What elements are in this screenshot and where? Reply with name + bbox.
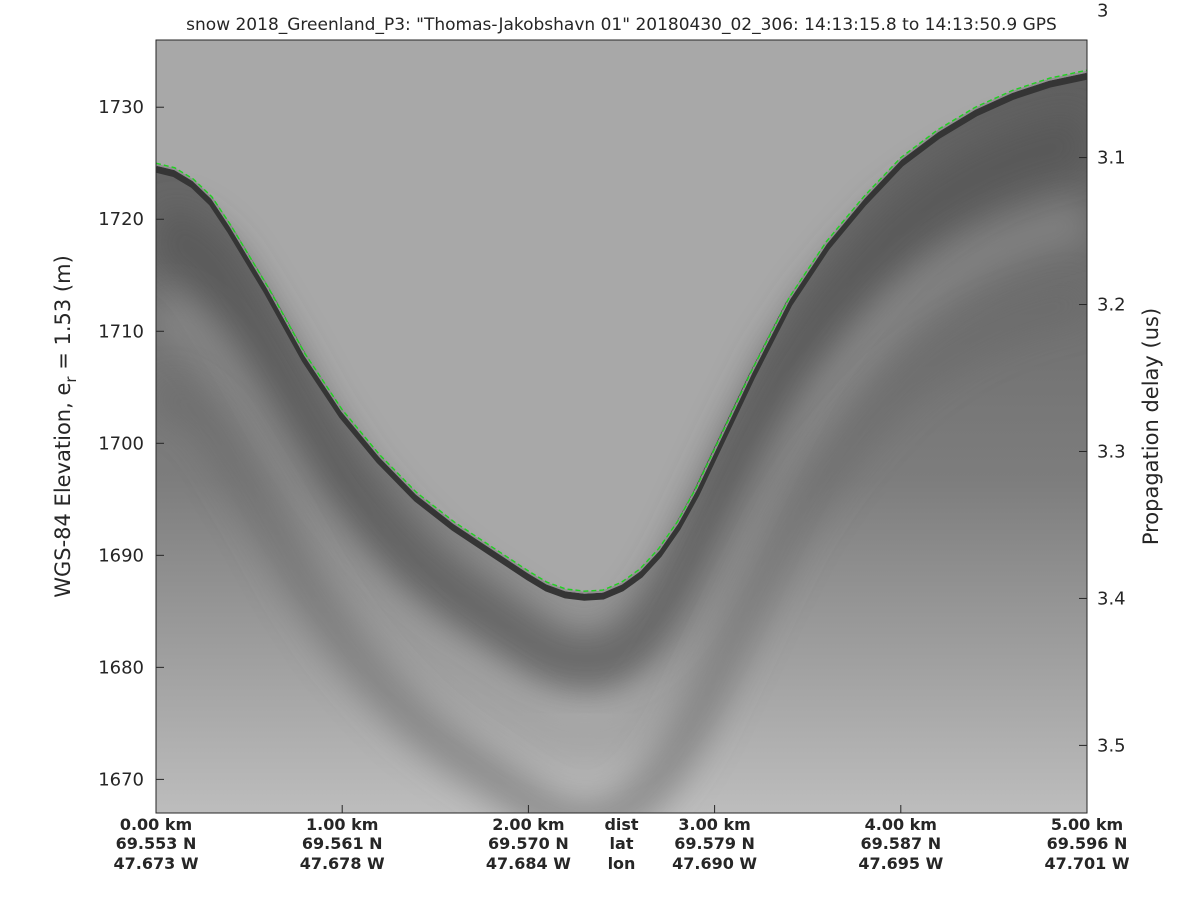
right-tick-label: 3.4 <box>1097 588 1126 609</box>
subsurface-layer-light <box>156 197 1087 765</box>
left-axis-label-subscript: r <box>62 376 80 383</box>
bottom-tick-label-lat: 69.561 N <box>302 834 383 853</box>
bottom-tick-label-lon: 47.678 W <box>300 854 385 873</box>
bottom-tick-label-dist: 4.00 km <box>865 815 937 834</box>
right-axis-label: Propagation delay (us) <box>1139 308 1163 545</box>
right-tick-label: 3.1 <box>1097 148 1126 169</box>
left-tick-label: 1680 <box>98 657 144 678</box>
surface-pick-line <box>156 69 1087 592</box>
bottom-tick-label-dist: 3.00 km <box>678 815 750 834</box>
surface-return-bright <box>156 70 1087 594</box>
left-tick-label: 1690 <box>98 545 144 566</box>
left-axis-label: WGS-84 Elevation, er = 1.53 (m) <box>51 255 80 598</box>
deep-layer-band <box>156 280 1087 813</box>
right-tick-label: 3 <box>1097 1 1108 22</box>
bottom-tick-label-lat: 69.570 N <box>488 834 569 853</box>
bottom-tick-label-lat: 69.596 N <box>1047 834 1128 853</box>
echogram-image <box>156 40 1087 813</box>
bottom-tick-label-dist: 1.00 km <box>306 815 378 834</box>
bottom-row-name-dist: dist <box>604 815 638 834</box>
left-axis-ticks: 1670 1680 1690 1700 1710 1720 1730 <box>98 97 164 790</box>
bottom-tick-label-dist: 5.00 km <box>1051 815 1123 834</box>
left-tick-label: 1700 <box>98 433 144 454</box>
left-tick-label: 1720 <box>98 209 144 230</box>
speckle-noise <box>156 40 1087 813</box>
bottom-tick-label-lat: 69.579 N <box>674 834 755 853</box>
bottom-row-name-lat: lat <box>610 834 634 853</box>
surface-return-band <box>156 72 1087 601</box>
left-axis-label-prefix: WGS-84 Elevation, e <box>51 383 75 598</box>
left-tick-label: 1670 <box>98 769 144 790</box>
left-tick-label: 1710 <box>98 321 144 342</box>
right-axis-ticks: 3 3.1 3.2 3.3 3.4 3.5 <box>1079 1 1126 756</box>
bottom-tick-label-lat: 69.587 N <box>860 834 941 853</box>
bottom-tick-label-lon: 47.673 W <box>114 854 199 873</box>
bottom-tick-label-lon: 47.695 W <box>858 854 943 873</box>
chart-title: snow 2018_Greenland_P3: "Thomas-Jakobsha… <box>186 15 1057 35</box>
left-axis-label-suffix: = 1.53 (m) <box>51 255 75 376</box>
bottom-tick-label-dist: 0.00 km <box>120 815 192 834</box>
bottom-row-name-lon: lon <box>608 854 636 873</box>
bottom-tick-label-lon: 47.701 W <box>1045 854 1130 873</box>
plot-frame <box>155 39 1088 814</box>
bottom-tick-label-lon: 47.690 W <box>672 854 757 873</box>
right-tick-label: 3.2 <box>1097 295 1126 316</box>
bottom-tick-label-dist: 2.00 km <box>492 815 564 834</box>
subsurface-layer-dark <box>156 110 1087 692</box>
bottom-tick-label-lon: 47.684 W <box>486 854 571 873</box>
bottom-tick-label-lat: 69.553 N <box>116 834 197 853</box>
right-tick-label: 3.5 <box>1097 735 1126 756</box>
right-tick-label: 3.3 <box>1097 441 1126 462</box>
left-tick-label: 1730 <box>98 97 144 118</box>
